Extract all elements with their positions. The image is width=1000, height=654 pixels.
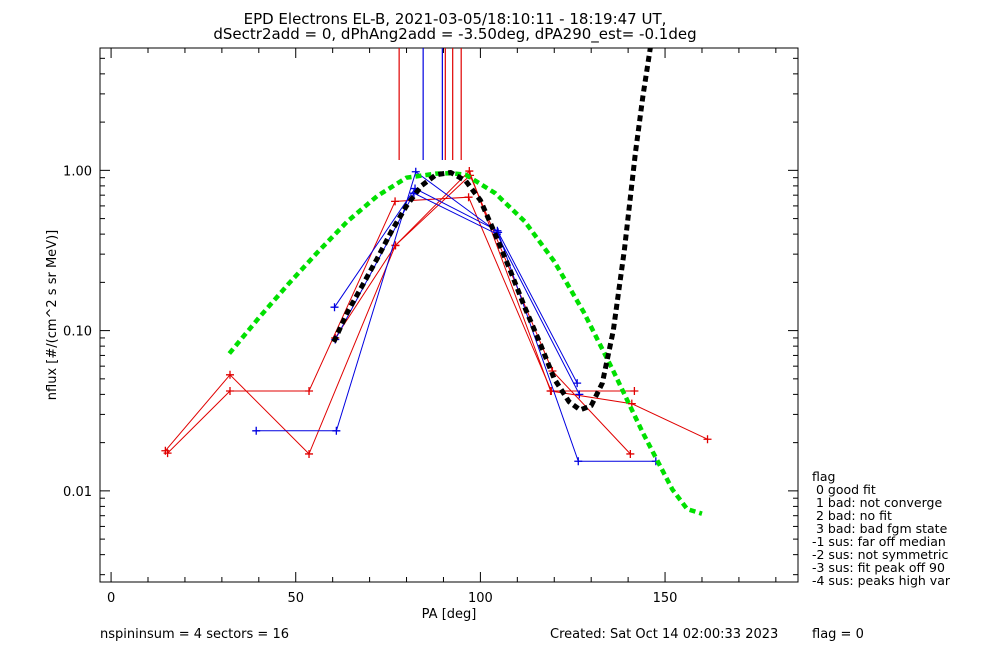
chart-subtitle: dSectr2add = 0, dPhAng2add = -3.50deg, d…	[213, 25, 696, 44]
data-point	[630, 386, 639, 395]
data-series-line	[334, 174, 631, 455]
legend-entry: -2 sus: not symmetric	[812, 547, 948, 562]
y-tick-label: 0.01	[63, 485, 92, 500]
fit-curve	[331, 48, 653, 413]
x-axis-label: PA [deg]	[422, 607, 477, 622]
footer-flag: flag = 0	[812, 627, 864, 642]
x-axis-ticks: 0 50 100 150	[107, 48, 777, 606]
data-point	[332, 426, 341, 435]
legend-entry: -1 sus: far off median	[812, 534, 946, 549]
legend-entry: -3 sus: fit peak off 90	[812, 560, 945, 575]
data-point	[626, 449, 635, 458]
chart-title: EPD Electrons EL-B, 2021-03-05/18:10:11 …	[244, 10, 667, 28]
legend-entry: 1 bad: not converge	[812, 495, 942, 510]
data-series-line	[256, 170, 656, 462]
footer-spin-info: nspininsum = 4 sectors = 16	[100, 627, 289, 642]
x-tick-label: 150	[653, 591, 678, 606]
x-tick-label: 0	[107, 591, 115, 606]
footer-created: Created: Sat Oct 14 02:00:33 2023	[550, 627, 778, 642]
data-point	[252, 426, 261, 435]
data-point	[391, 197, 400, 206]
data-point	[330, 303, 339, 312]
data-series-line	[334, 187, 578, 384]
data-point	[703, 435, 712, 444]
data-series-line	[165, 170, 708, 455]
y-tick-label: 1.00	[63, 164, 92, 179]
data-point	[574, 457, 583, 466]
legend-entry: 3 bad: bad fgm state	[812, 521, 948, 536]
data-point	[163, 449, 172, 458]
data-point	[225, 386, 234, 395]
y-axis-ticks: 0.01 0.10 1.00	[63, 57, 798, 576]
data-series-line	[167, 196, 635, 454]
flag-legend: flag 0 good fit 1 bad: not converge 2 ba…	[812, 469, 951, 588]
data-point	[575, 390, 584, 399]
data-point	[465, 167, 474, 176]
x-tick-label: 100	[468, 591, 493, 606]
data-point	[305, 386, 314, 395]
data-point	[464, 193, 473, 202]
legend-entry: 2 bad: no fit	[812, 508, 892, 523]
legend-entry: 0 good fit	[812, 482, 876, 497]
plot-frame	[99, 47, 799, 583]
y-axis-label: nflux [#/(cm^2 s sr MeV)]	[45, 230, 60, 400]
fit-curve	[227, 170, 703, 516]
x-tick-label: 50	[287, 591, 304, 606]
legend-title: flag	[812, 469, 835, 484]
data-series-line	[334, 192, 580, 395]
data-point	[573, 379, 582, 388]
data-point	[225, 370, 234, 379]
legend-entry: -4 sus: peaks high var	[812, 573, 951, 588]
data-point	[305, 449, 314, 458]
y-tick-label: 0.10	[63, 325, 92, 340]
